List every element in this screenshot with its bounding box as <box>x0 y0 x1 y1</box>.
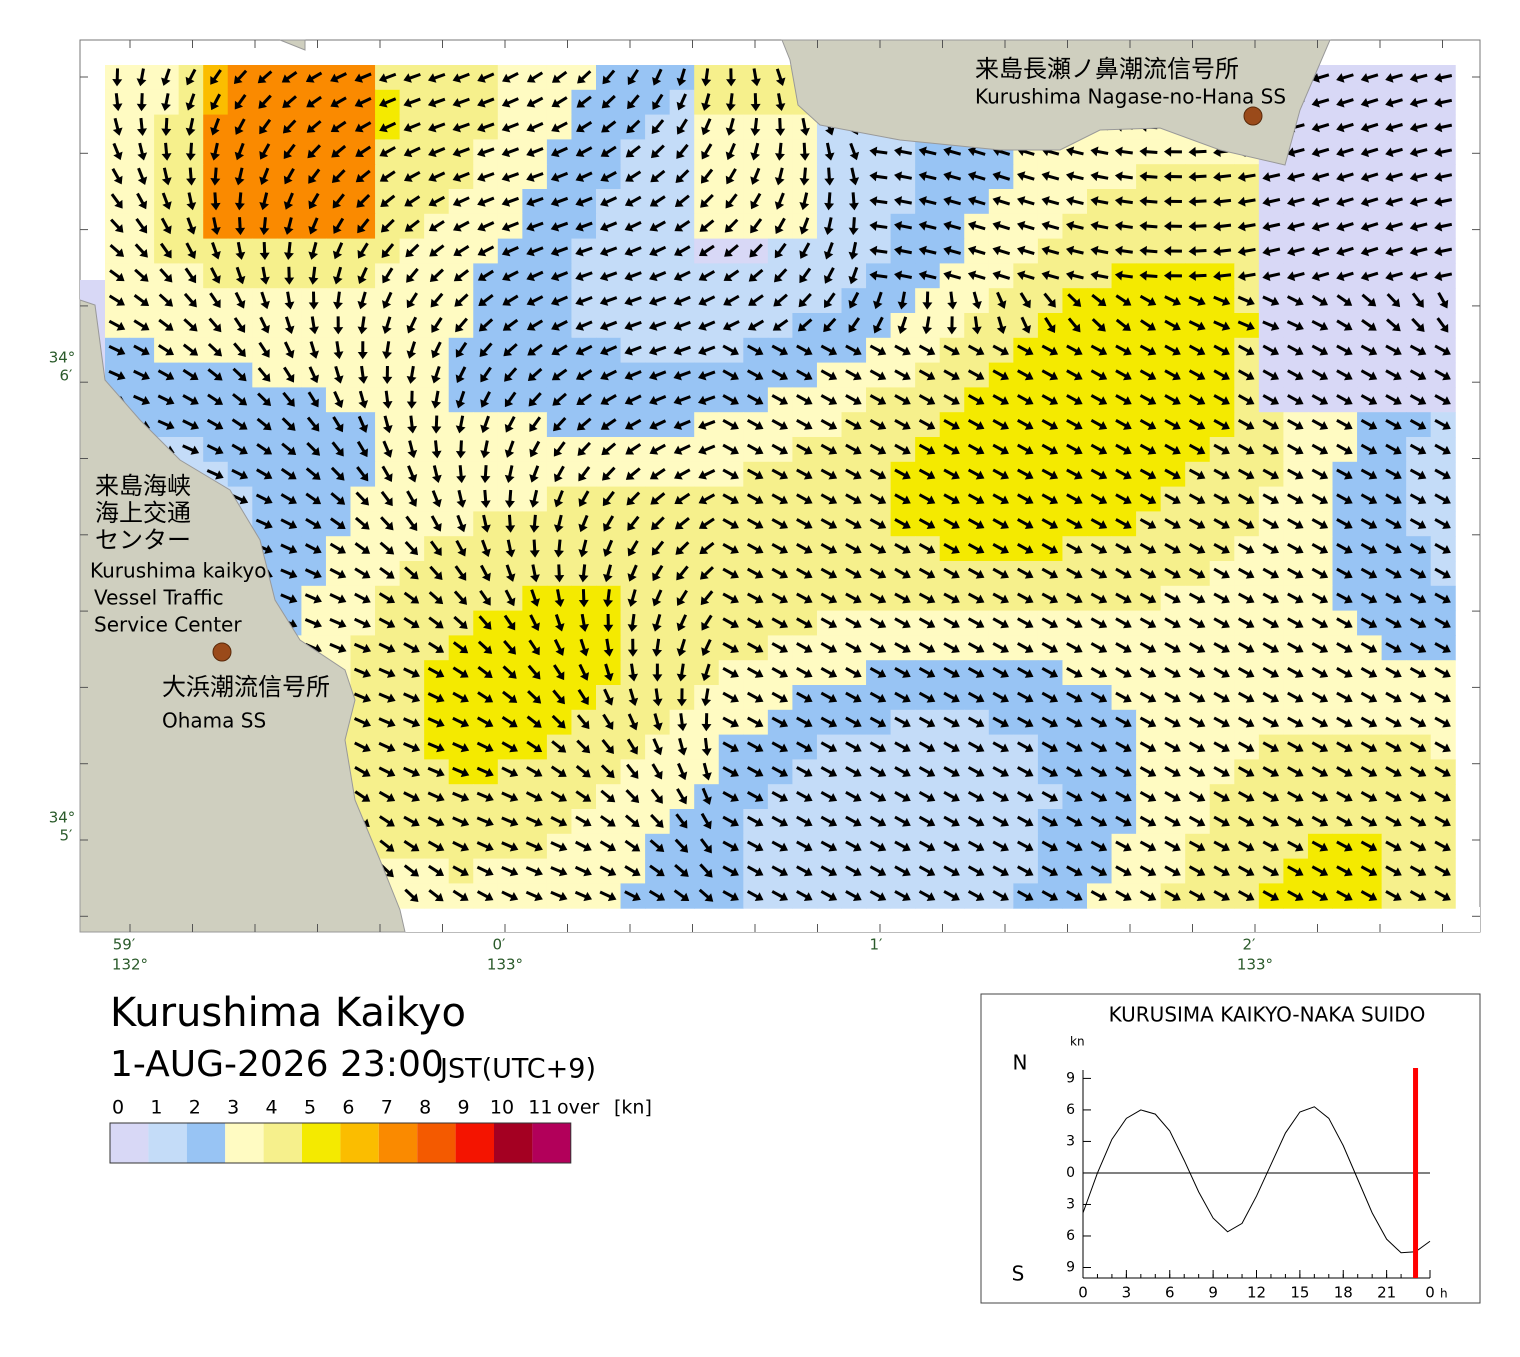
page: 来島長瀬ノ鼻潮流信号所 Kurushima Nagase-no-Hana SS … <box>0 0 1520 1353</box>
